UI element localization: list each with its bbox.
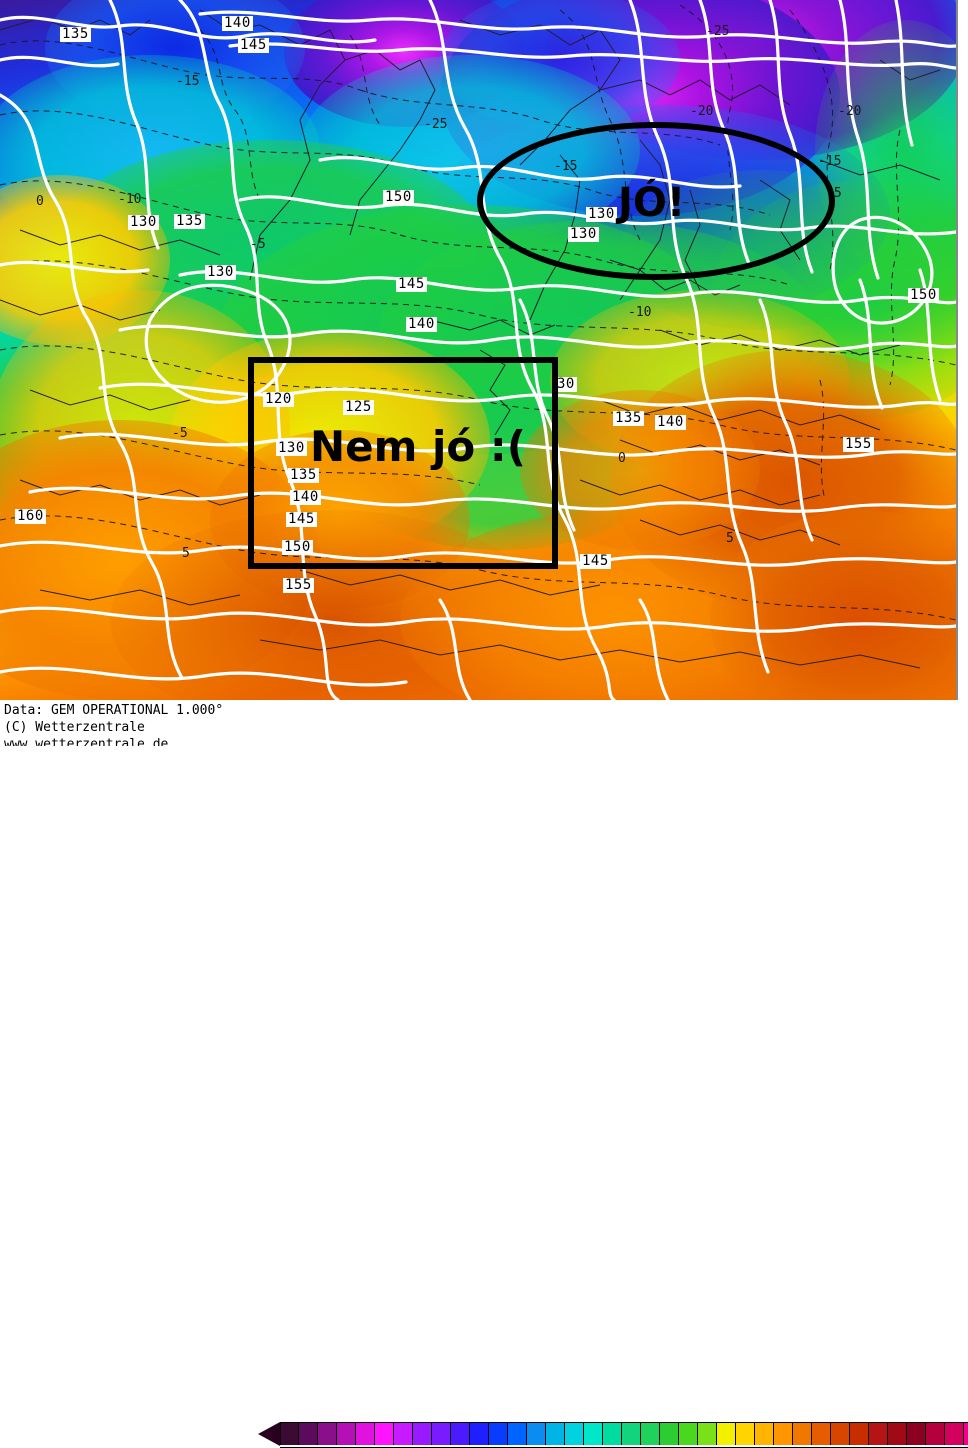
contour-label: 155 bbox=[283, 577, 314, 593]
contour-label: 150 bbox=[383, 189, 414, 205]
annotation-rect-not-good bbox=[248, 357, 558, 569]
annotation-ellipse-good bbox=[477, 122, 835, 280]
contour-label: 130 bbox=[276, 440, 307, 456]
weather-map[interactable]: 135 140 145 130 135 130 150 145 140 130 … bbox=[0, 0, 958, 702]
colorbar-swatch bbox=[470, 1423, 489, 1445]
contour-label: 135 bbox=[613, 410, 644, 426]
contour-label: 140 bbox=[406, 316, 437, 332]
isotherm-label: -10 bbox=[118, 192, 142, 207]
map-footer: Data: GEM OPERATIONAL 1.000° (C) Wetterz… bbox=[0, 700, 968, 1448]
contour-label: 160 bbox=[15, 508, 46, 524]
isotherm-label: 0 bbox=[618, 451, 626, 466]
colorbar-swatch bbox=[375, 1423, 394, 1445]
colorbar-swatch bbox=[489, 1423, 508, 1445]
website-line: www.wetterzentrale.de bbox=[4, 737, 169, 746]
colorbar-swatch bbox=[394, 1423, 413, 1445]
colorbar-swatch bbox=[356, 1423, 375, 1445]
contour-label: 135 bbox=[288, 467, 319, 483]
colorbar-swatch bbox=[869, 1423, 888, 1445]
isotherm-label: -15 bbox=[818, 154, 842, 169]
colorbar-swatch bbox=[299, 1423, 318, 1445]
contour-label: 155 bbox=[843, 436, 874, 452]
isotherm-label: -10 bbox=[628, 305, 652, 320]
colorbar-swatch bbox=[337, 1423, 356, 1445]
colorbar-swatch bbox=[432, 1423, 451, 1445]
contour-label: 140 bbox=[655, 414, 686, 430]
contour-label: 135 bbox=[60, 26, 91, 42]
colorbar-swatch bbox=[584, 1423, 603, 1445]
isotherm-label: -25 bbox=[424, 117, 448, 132]
contour-label: 125 bbox=[343, 399, 374, 415]
contour-label: 145 bbox=[580, 553, 611, 569]
isotherm-label: 5 bbox=[726, 531, 734, 546]
colorbar-swatch bbox=[755, 1423, 774, 1445]
colorbar-swatch bbox=[413, 1423, 432, 1445]
isotherm-label: -15 bbox=[176, 74, 200, 89]
contour-label: 120 bbox=[263, 391, 294, 407]
colorbar-swatch bbox=[622, 1423, 641, 1445]
colorbar-swatch bbox=[926, 1423, 945, 1445]
colorbar-swatch bbox=[641, 1423, 660, 1445]
isotherm-label: -5 bbox=[172, 426, 188, 441]
contour-label: 150 bbox=[908, 287, 939, 303]
contour-label: 145 bbox=[396, 276, 427, 292]
isotherm-label: -5 bbox=[250, 237, 266, 252]
contour-label: 150 bbox=[282, 539, 313, 555]
colorbar-swatch bbox=[451, 1423, 470, 1445]
contour-label: 130 bbox=[205, 264, 236, 280]
colorbar-swatch bbox=[736, 1423, 755, 1445]
colorbar-swatch bbox=[527, 1423, 546, 1445]
colorbar-swatch bbox=[888, 1423, 907, 1445]
contour-label: 145 bbox=[286, 511, 317, 527]
colorbar-swatch bbox=[831, 1423, 850, 1445]
colorbar-swatch bbox=[565, 1423, 584, 1445]
colorbar-swatch bbox=[812, 1423, 831, 1445]
colorbar-swatch bbox=[679, 1423, 698, 1445]
colorbar-swatch bbox=[603, 1423, 622, 1445]
colorbar-swatch bbox=[945, 1423, 964, 1445]
colorbar-swatch bbox=[660, 1423, 679, 1445]
colorbar-swatch bbox=[717, 1423, 736, 1445]
colorbar-swatch bbox=[907, 1423, 926, 1445]
contour-label: 145 bbox=[238, 37, 269, 53]
colorbar-swatch bbox=[546, 1423, 565, 1445]
annotation-label-good: JÓ! bbox=[618, 180, 686, 226]
annotation-label-not-good: Nem jó :( bbox=[310, 422, 526, 471]
colorbar-swatch bbox=[508, 1423, 527, 1445]
contour-label: 140 bbox=[222, 15, 253, 31]
data-source-line: Data: GEM OPERATIONAL 1.000° bbox=[4, 703, 224, 718]
map-svg bbox=[0, 0, 956, 700]
isotherm-label: -20 bbox=[690, 104, 714, 119]
contour-label: 30 bbox=[555, 376, 577, 392]
contour-label: 130 bbox=[128, 214, 159, 230]
contour-label: 140 bbox=[290, 489, 321, 505]
map-raster bbox=[0, 0, 956, 700]
isotherm-label: -20 bbox=[838, 104, 862, 119]
colorbar-legend bbox=[258, 1422, 968, 1448]
colorbar-swatch bbox=[850, 1423, 869, 1445]
contour-label: 135 bbox=[174, 213, 205, 229]
colorbar-swatch bbox=[793, 1423, 812, 1445]
copyright-line: (C) Wetterzentrale bbox=[4, 720, 145, 735]
colorbar-swatch bbox=[698, 1423, 717, 1445]
colorbar-swatch bbox=[280, 1423, 299, 1445]
colorbar-swatch bbox=[964, 1423, 968, 1445]
isotherm-label: 5 bbox=[182, 546, 190, 561]
colorbar-cells bbox=[280, 1422, 968, 1448]
isotherm-label: 0 bbox=[36, 194, 44, 209]
colorbar-cap-left bbox=[258, 1422, 280, 1446]
isotherm-label: -25 bbox=[706, 24, 730, 39]
colorbar-swatch bbox=[318, 1423, 337, 1445]
colorbar-swatch bbox=[774, 1423, 793, 1445]
